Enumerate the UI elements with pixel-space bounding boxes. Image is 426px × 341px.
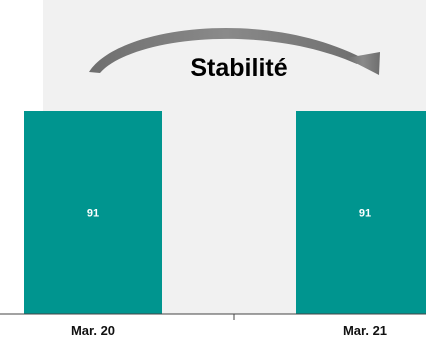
bars-group xyxy=(24,111,426,314)
bar-value-label-2: 91 xyxy=(359,208,371,220)
stability-arrow xyxy=(89,28,380,75)
x-tick-labels: Mar. 20 Mar. 21 xyxy=(71,323,387,338)
bar-value-label-1: 91 xyxy=(87,208,99,220)
annotation-text: Stabilité xyxy=(190,54,287,82)
x-tick-label-2: Mar. 21 xyxy=(343,323,387,338)
arrowhead-shape xyxy=(346,52,380,75)
x-tick-label-1: Mar. 20 xyxy=(71,323,115,338)
bar-2 xyxy=(296,111,426,314)
bar-1 xyxy=(24,111,162,314)
bar-labels-group: 91 91 xyxy=(87,208,371,220)
